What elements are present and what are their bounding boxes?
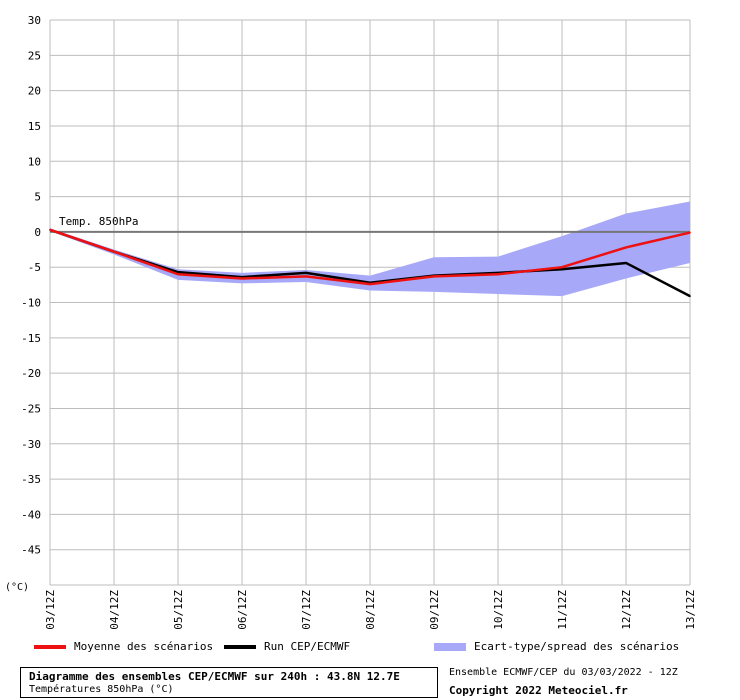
mean-point [497, 273, 499, 276]
run-point [625, 262, 627, 264]
run-point [177, 271, 179, 273]
y-tick-label: 20 [28, 85, 41, 98]
y-tick-label: -15 [21, 332, 41, 345]
x-tick-label: 09/12Z [428, 590, 441, 630]
series-lines [49, 228, 691, 298]
x-tick-label: 08/12Z [364, 590, 377, 630]
run-info: Ensemble ECMWF/CEP du 03/03/2022 - 12Z [449, 667, 678, 678]
legend-swatch-spread [434, 642, 466, 651]
legend-mean: Moyenne des scénarios [34, 640, 213, 653]
y-unit-label: (°C) [5, 582, 29, 593]
mean-point [433, 275, 435, 278]
legend-label-spread: Ecart-type/spread des scénarios [474, 640, 680, 653]
x-tick-label: 06/12Z [236, 590, 249, 630]
y-axis: 30 25 20 15 10 5 0 -5 -10 -15 -20 -25 -30 -35 -40 -45 [21, 14, 41, 557]
x-tick-label: 03/12Z [44, 590, 57, 630]
legend-label-run: Run CEP/ECMWF [264, 640, 351, 653]
mean-point [305, 275, 307, 278]
y-tick-label: 0 [34, 226, 41, 239]
legend-swatch-mean [34, 644, 66, 649]
footer-title: Diagramme des ensembles CEP/ECMWF sur 24… [29, 670, 400, 683]
x-tick-label: 13/12Z [684, 590, 697, 630]
legend-label-mean: Moyenne des scénarios [74, 640, 214, 653]
run-point [561, 268, 563, 271]
legend-swatch-run [224, 644, 256, 649]
copyright: Copyright 2022 Meteociel.fr [449, 684, 628, 697]
legend-spread: Ecart-type/spread des scénarios [434, 640, 679, 653]
footer-title-box: Diagramme des ensembles CEP/ECMWF sur 24… [20, 667, 438, 698]
x-tick-label: 11/12Z [556, 590, 569, 630]
y-tick-label: 5 [34, 191, 41, 204]
mean-point [369, 283, 371, 285]
footer-subtitle: Températures 850hPa (°C) [29, 684, 174, 695]
mean-point [689, 231, 691, 234]
y-tick-label: 15 [28, 120, 41, 133]
y-tick-label: -45 [21, 544, 41, 557]
y-tick-label: -10 [21, 297, 41, 310]
y-tick-label: -25 [21, 402, 41, 415]
x-tick-label: 05/12Z [172, 590, 185, 630]
run-point [305, 272, 307, 274]
x-tick-label: 12/12Z [620, 590, 633, 630]
y-tick-label: 30 [28, 14, 41, 27]
y-tick-label: -35 [21, 473, 41, 486]
legend: Moyenne des scénarios Run CEP/ECMWF Ecar… [0, 640, 740, 656]
y-tick-label: 25 [28, 49, 41, 62]
mean-point [241, 277, 243, 280]
y-tick-label: -20 [21, 367, 41, 380]
y-tick-label: -30 [21, 438, 41, 451]
y-tick-label: -40 [21, 508, 41, 521]
spread-band [50, 201, 690, 297]
annotation-temp-850: Temp. 850hPa [59, 215, 138, 228]
x-axis: 03/12Z 04/12Z 05/12Z 06/12Z 07/12Z 08/12Z 09/1… [44, 590, 697, 630]
run-point [689, 295, 691, 297]
x-tick-label: 07/12Z [300, 590, 313, 630]
mean-point [561, 266, 563, 268]
mean-point [113, 250, 115, 253]
mean-point [49, 228, 51, 231]
legend-run: Run CEP/ECMWF [224, 640, 350, 653]
mean-point [625, 246, 627, 249]
spread-band-area [50, 201, 690, 297]
x-tick-label: 04/12Z [108, 590, 121, 630]
y-tick-label: -5 [28, 261, 41, 274]
chart-grid [49, 19, 691, 586]
y-tick-label: 10 [28, 155, 41, 168]
mean-point [177, 273, 179, 276]
ensemble-chart: 30 25 20 15 10 5 0 -5 -10 -15 -20 -25 -30 -35 -40 -45 0… [5, 14, 697, 630]
x-tick-label: 10/12Z [492, 590, 505, 630]
